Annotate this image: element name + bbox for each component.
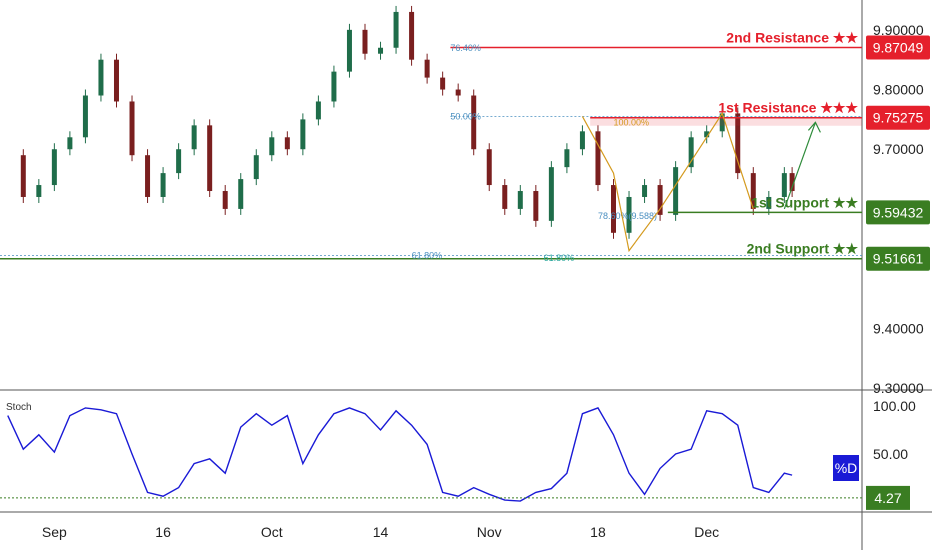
- candle-body: [735, 113, 741, 174]
- projection-arrow-head: [807, 121, 821, 133]
- fib-label: 61.80%: [544, 253, 575, 263]
- candle-body: [548, 167, 554, 221]
- candle-body: [20, 155, 26, 197]
- candle-body: [346, 29, 352, 72]
- candle-body: [688, 137, 694, 168]
- oscillator-value: 4.27: [874, 490, 901, 506]
- candle-body: [595, 131, 601, 186]
- candle-body: [455, 89, 461, 96]
- time-tick-label: 16: [155, 524, 171, 540]
- series-tag: [833, 455, 859, 481]
- candle-body: [766, 196, 772, 209]
- candle-body: [98, 59, 104, 96]
- candle-body: [502, 185, 508, 209]
- candle-body: [424, 59, 430, 78]
- fib-label: 100.00%: [613, 117, 649, 127]
- candle-body: [160, 173, 166, 197]
- candle-body: [486, 149, 492, 186]
- time-tick-label: Sep: [42, 524, 67, 540]
- candle-body: [673, 167, 679, 215]
- candle-body: [704, 131, 710, 138]
- series-tag-label: %D: [835, 460, 858, 476]
- price-pane: 2nd Resistance ★★ 1st Resistance ★★★ 1st S…: [0, 5, 862, 263]
- fib-label: 78.60%(9.588): [598, 211, 657, 221]
- price-tag-value: 9.75275: [873, 110, 924, 126]
- candle-body: [610, 185, 616, 233]
- price-tick-label: 9.30000: [873, 380, 924, 396]
- oscillator-tick-label: 100.00: [873, 398, 916, 414]
- candle-body: [789, 173, 795, 192]
- candle-body: [440, 77, 446, 90]
- candle-body: [362, 29, 368, 54]
- level-label: 1st Resistance ★★★: [718, 100, 858, 116]
- fib-label: 50.00%: [450, 111, 481, 121]
- price-tag: [866, 200, 930, 225]
- fib-label: 61.80%: [412, 250, 443, 260]
- oscillator-title: Stoch: [6, 402, 32, 413]
- candle-body: [533, 191, 539, 221]
- candle-body: [191, 125, 197, 150]
- candle-body: [642, 185, 648, 197]
- candle-body: [222, 191, 228, 209]
- candle-body: [36, 185, 42, 197]
- candle-body: [409, 11, 415, 60]
- candle-body: [67, 137, 73, 150]
- candle-body: [207, 125, 213, 192]
- level-label: 2nd Resistance ★★: [726, 29, 858, 45]
- price-tag-value: 9.87049: [873, 39, 924, 55]
- candle-body: [471, 95, 477, 150]
- candle-body: [626, 196, 632, 233]
- candle-body: [82, 95, 88, 138]
- candle-body: [719, 113, 725, 132]
- oscillator-pane: Stoch: [0, 402, 862, 502]
- candle-body: [781, 173, 787, 197]
- fib-label: 76.40%: [450, 43, 481, 53]
- price-tag: [866, 35, 930, 60]
- price-tick-label: 9.70000: [873, 141, 924, 157]
- price-tick-label: 9.80000: [873, 82, 924, 98]
- time-tick-label: Nov: [477, 524, 502, 540]
- price-tick-label: 9.90000: [873, 22, 924, 38]
- price-tick-label: 9.40000: [873, 320, 924, 336]
- time-tick-label: 18: [590, 524, 606, 540]
- time-tick-label: 14: [373, 524, 389, 540]
- candle-body: [657, 185, 663, 215]
- candle-body: [315, 101, 321, 120]
- candle-body: [517, 191, 523, 209]
- candle-body: [750, 173, 756, 209]
- candle-body: [176, 149, 182, 174]
- candle-body: [145, 155, 151, 197]
- price-tag-value: 9.51661: [873, 251, 924, 267]
- candle-body: [51, 149, 57, 186]
- candle-body: [378, 47, 384, 54]
- axes: 9.87049 9.75275 9.59432 9.51661 9.90000 9.800…: [42, 22, 930, 540]
- candle-body: [238, 179, 244, 209]
- price-tag-value: 9.59432: [873, 204, 924, 220]
- oscillator-tick-label: 50.00: [873, 446, 908, 462]
- price-tag: [866, 246, 930, 271]
- candle-body: [113, 59, 119, 102]
- oscillator-line: [7, 407, 793, 502]
- candle-body: [564, 149, 570, 168]
- projection-arrow: [783, 122, 816, 210]
- candle-body: [129, 101, 135, 156]
- candle-body: [331, 71, 337, 102]
- pattern-legs: [581, 112, 754, 253]
- candle-body: [393, 11, 399, 48]
- level-label: 2nd Support ★★: [747, 241, 859, 257]
- candle-body: [579, 131, 585, 150]
- oscillator-value-tag: [866, 485, 910, 510]
- time-tick-label: Dec: [694, 524, 719, 540]
- level-label: 1st Support ★★: [751, 194, 858, 210]
- resistance-zone: [590, 117, 862, 126]
- candle-body: [300, 119, 306, 150]
- candle-body: [253, 155, 259, 180]
- candle-body: [284, 137, 290, 150]
- time-tick-label: Oct: [261, 524, 283, 540]
- price-tag: [866, 105, 930, 130]
- candle-body: [269, 137, 275, 156]
